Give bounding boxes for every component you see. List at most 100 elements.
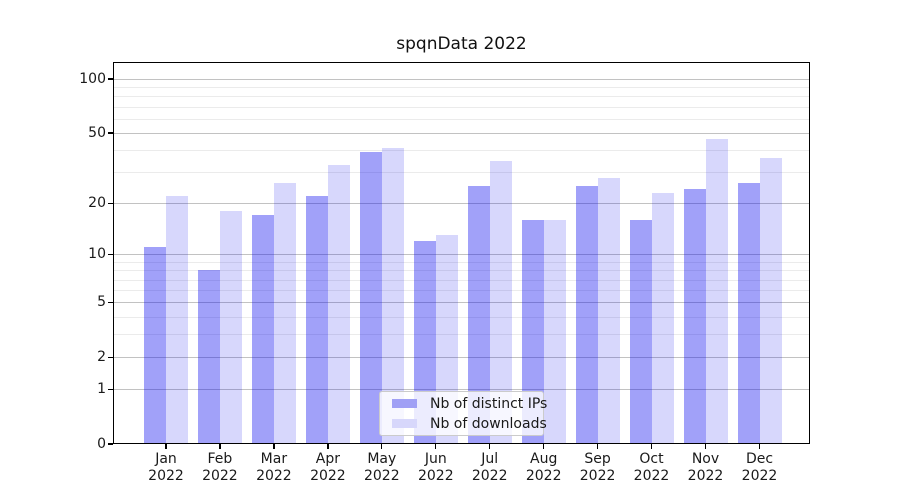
x-tick-month: Jan	[155, 451, 177, 467]
x-tick-year: 2022	[310, 468, 346, 484]
gridline-minor-70	[113, 106, 810, 108]
y-tick-label-5: 5	[97, 294, 106, 311]
x-tick-month: Dec	[745, 451, 774, 467]
gridline-minor-4	[113, 316, 810, 318]
legend-row-distinct-ips: Nb of distinct IPs	[387, 395, 547, 412]
y-tick-50	[108, 132, 113, 134]
x-tick-aug	[543, 444, 545, 449]
y-tick-1	[108, 388, 113, 390]
x-tick-month: Feb	[207, 451, 233, 467]
y-tick-label-2: 2	[97, 349, 106, 366]
gridline-minor-80	[113, 96, 810, 98]
y-tick-label-0: 0	[97, 436, 106, 452]
x-tick-label-jul: Jul 2022	[458, 451, 522, 485]
bar-downloads-apr	[327, 165, 350, 444]
x-tick-dec	[758, 444, 761, 449]
bar-downloads-nov	[705, 139, 728, 444]
x-tick-year: 2022	[741, 468, 778, 484]
x-tick-mar	[273, 444, 275, 449]
y-tick-10	[108, 253, 113, 255]
x-tick-year: 2022	[256, 468, 292, 484]
bar-distinct-ips-mar	[251, 215, 274, 444]
x-tick-label-nov: Nov 2022	[674, 451, 738, 485]
x-tick-may	[381, 444, 383, 449]
bar-downloads-mar	[273, 183, 296, 444]
y-tick-2	[108, 356, 113, 358]
y-tick-label-100: 100	[79, 70, 106, 87]
bar-distinct-ips-feb	[197, 270, 220, 444]
x-tick-year: 2022	[633, 468, 670, 484]
x-tick-year: 2022	[579, 468, 616, 484]
x-tick-sep	[597, 444, 599, 449]
gridline-minor-9	[113, 261, 810, 263]
x-tick-year: 2022	[417, 468, 454, 484]
x-tick-year: 2022	[471, 468, 508, 484]
x-tick-month: Sep	[584, 451, 611, 467]
bar-distinct-ips-may	[359, 152, 382, 444]
x-tick-month: May	[367, 451, 397, 467]
x-tick-year: 2022	[202, 468, 238, 484]
legend: Nb of distinct IPs Nb of downloads	[379, 391, 547, 436]
bar-distinct-ips-oct	[629, 219, 652, 444]
gridline-minor-8	[113, 270, 810, 272]
gridline-major-1	[113, 389, 810, 391]
x-tick-month: Jun	[424, 451, 447, 467]
bar-downloads-may	[381, 148, 404, 444]
gridline-minor-40	[113, 150, 810, 152]
bar-distinct-ips-dec	[737, 183, 760, 444]
legend-swatch-downloads	[392, 419, 417, 428]
x-tick-label-feb: Feb 2022	[188, 451, 252, 485]
chart-title: spqnData 2022	[396, 34, 527, 54]
bar-distinct-ips-apr	[305, 195, 328, 444]
legend-row-downloads: Nb of downloads	[387, 415, 547, 432]
bar-downloads-dec	[759, 158, 782, 444]
x-tick-label-apr: Apr 2022	[296, 451, 360, 485]
gridline-major-5	[113, 302, 810, 304]
x-tick-label-jun: Jun 2022	[404, 451, 468, 485]
bar-downloads-jul	[489, 160, 512, 444]
legend-swatch-distinct-ips	[392, 399, 417, 408]
x-tick-jul	[489, 444, 491, 449]
y-tick-label-20: 20	[88, 195, 106, 212]
legend-label-distinct-ips: Nb of distinct IPs	[430, 395, 548, 412]
y-tick-5	[108, 301, 113, 303]
y-tick-label-1: 1	[97, 381, 106, 398]
x-tick-month: Mar	[260, 451, 288, 467]
x-tick-month: Oct	[639, 451, 664, 467]
x-tick-month: Aug	[530, 451, 558, 467]
gridline-minor-6	[113, 290, 810, 291]
x-tick-month: Nov	[691, 451, 720, 467]
gridline-minor-7	[113, 279, 810, 281]
y-tick-label-50: 50	[88, 124, 106, 141]
x-tick-label-may: May 2022	[350, 451, 414, 485]
x-tick-jan	[165, 444, 167, 449]
legend-label-downloads: Nb of downloads	[430, 415, 547, 432]
bar-downloads-sep	[597, 177, 620, 444]
x-tick-month: Jul	[481, 451, 499, 467]
x-tick-label-sep: Sep 2022	[566, 451, 630, 485]
bar-downloads-jan	[166, 195, 188, 444]
gridline-minor-60	[113, 118, 810, 120]
y-tick-label-10: 10	[88, 246, 106, 263]
x-tick-label-oct: Oct 2022	[620, 451, 684, 485]
x-tick-nov	[704, 444, 707, 449]
gridline-minor-30	[113, 172, 810, 174]
bar-distinct-ips-jan	[144, 247, 166, 444]
x-tick-year: 2022	[148, 468, 184, 484]
gridline-major-10	[113, 254, 810, 256]
gridline-minor-90	[113, 87, 810, 89]
bar-distinct-ips-sep	[575, 186, 598, 444]
x-tick-label-dec: Dec 2022	[728, 451, 792, 485]
bar-downloads-feb	[219, 211, 242, 444]
gridline-minor-3	[113, 334, 810, 336]
y-tick-100	[108, 78, 113, 80]
x-tick-year: 2022	[687, 468, 724, 484]
x-tick-jun	[435, 444, 437, 449]
x-tick-feb	[219, 444, 221, 449]
x-tick-apr	[327, 444, 329, 449]
x-tick-year: 2022	[525, 468, 562, 484]
bar-downloads-aug	[543, 219, 566, 444]
x-tick-label-mar: Mar 2022	[242, 451, 306, 485]
bar-distinct-ips-aug	[521, 219, 544, 444]
gridline-major-50	[113, 132, 810, 134]
